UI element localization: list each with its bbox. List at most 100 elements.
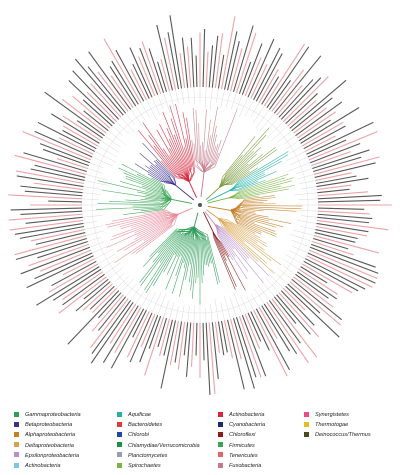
tree-tip-label <box>317 199 381 203</box>
legend-item: Deltaproteobacteria <box>14 441 74 451</box>
tree-tip-label <box>25 216 83 224</box>
tree-tip-label <box>311 151 351 167</box>
clade-branch <box>217 218 259 262</box>
tree-tip-label <box>309 246 379 274</box>
tree-leaf-connector <box>82 198 100 200</box>
tree-tip-label <box>202 29 206 88</box>
tree-tip-label <box>296 111 336 139</box>
tree-tip-label <box>8 213 83 221</box>
legend-swatch <box>117 462 122 468</box>
legend-label: Thermotogae <box>315 422 349 429</box>
tree-tip-label <box>9 219 84 231</box>
tree-leaf-connector <box>187 305 190 323</box>
legend-swatch <box>218 431 223 437</box>
tree-tip-label <box>300 107 360 144</box>
tree-tip-label <box>37 240 88 259</box>
tree-tip-label <box>110 308 145 369</box>
tree-leaf-connector <box>120 278 134 293</box>
legend-swatch <box>14 411 19 417</box>
clade-branch <box>142 142 177 186</box>
legend-label: Epsilonproteobacteria <box>25 452 80 459</box>
clade-branch <box>171 226 195 294</box>
tree-tip-label <box>258 306 278 339</box>
tree-tip-label <box>62 115 102 142</box>
clade-branch <box>212 231 236 290</box>
tree-tip-label <box>190 37 195 88</box>
tree-tip-label <box>315 228 358 240</box>
tree-tip-label <box>276 294 311 335</box>
tree-tip-label <box>289 79 347 129</box>
tree-tip-label <box>190 322 195 367</box>
tree-tip-label <box>140 313 156 347</box>
tree-leaf-connector <box>220 89 225 109</box>
tree-tip-label <box>36 266 100 306</box>
tree-tip-label <box>15 170 85 185</box>
legend-swatch <box>218 452 223 458</box>
tree-leaf-connector <box>87 168 103 174</box>
legend-label: Fusobacteria <box>229 463 262 469</box>
clade-stem <box>178 207 193 215</box>
tree-tip-label <box>156 24 173 91</box>
tree-tip-label <box>51 260 97 287</box>
tree-leaf-connector <box>244 99 254 117</box>
legend-label: Tenericutes <box>229 452 258 459</box>
tree-tip-label <box>103 38 142 104</box>
tree-tip-label <box>52 268 102 301</box>
tree-tip-label <box>241 314 267 377</box>
tree-tip-label <box>312 149 370 170</box>
tree-tip-label <box>315 175 357 185</box>
tree-tip-label <box>30 168 85 182</box>
tree-tip-label <box>285 285 340 338</box>
tree-tip-label <box>241 43 263 96</box>
tree-tip-label <box>313 156 380 175</box>
tree-tip-label <box>301 121 344 147</box>
tree-tip-label <box>283 76 329 122</box>
tree-tip-label <box>159 318 170 357</box>
legend-swatch <box>304 431 309 437</box>
clade-branch <box>230 210 291 224</box>
legend-swatch <box>14 452 19 458</box>
clade-branch <box>144 226 195 291</box>
tree-tip-label <box>232 25 254 93</box>
tree-tip-label <box>111 60 139 105</box>
tree-tip-label <box>303 260 359 292</box>
tree-tip-label <box>139 314 159 363</box>
legend-item: Bacteroidetes <box>117 420 162 430</box>
tree-leaf-connector <box>135 105 146 121</box>
tree-tip-label <box>97 71 129 112</box>
tree-tip-label <box>317 216 370 224</box>
tree-tip-label <box>139 47 159 96</box>
tree-leaf-connector <box>82 210 98 212</box>
tree-leaf-connector <box>259 113 275 132</box>
clade-branch <box>193 226 209 267</box>
tree-tip-label <box>185 322 192 377</box>
tree-leaf-connector <box>226 90 231 108</box>
tree-tip-label <box>102 305 139 363</box>
tree-leaf-connector <box>92 245 110 254</box>
tree-tip-label <box>253 47 281 101</box>
tree-tip-label <box>255 53 283 102</box>
legend-item: Planctomycetes <box>117 451 167 461</box>
tree-tip-label <box>177 321 186 370</box>
legend-item: Epsilonproteobacteria <box>14 451 79 461</box>
tree-tip-label <box>266 46 310 109</box>
tree-tip-label <box>126 311 150 358</box>
tree-leaf-connector <box>130 285 142 301</box>
clade-branch <box>182 112 195 182</box>
clade-branch <box>228 195 260 200</box>
tree-tip-label <box>34 164 86 178</box>
tree-leaf-connector <box>255 109 270 129</box>
clade-branch <box>229 179 266 192</box>
tree-tip-label <box>255 308 291 371</box>
tree-leaf-connector <box>246 296 254 311</box>
tree-leaf-connector <box>283 135 296 145</box>
tree-tip-label <box>62 271 104 300</box>
clade-stem <box>193 212 199 228</box>
tree-leaf-connector <box>125 284 136 297</box>
tree-tip-label <box>293 276 334 308</box>
tree-leaf-connector <box>253 105 265 124</box>
tree-tip-label <box>167 32 180 90</box>
clade-branch <box>202 109 207 173</box>
tree-leaf-connector <box>288 145 303 154</box>
tree-leaf-connector <box>229 296 237 318</box>
